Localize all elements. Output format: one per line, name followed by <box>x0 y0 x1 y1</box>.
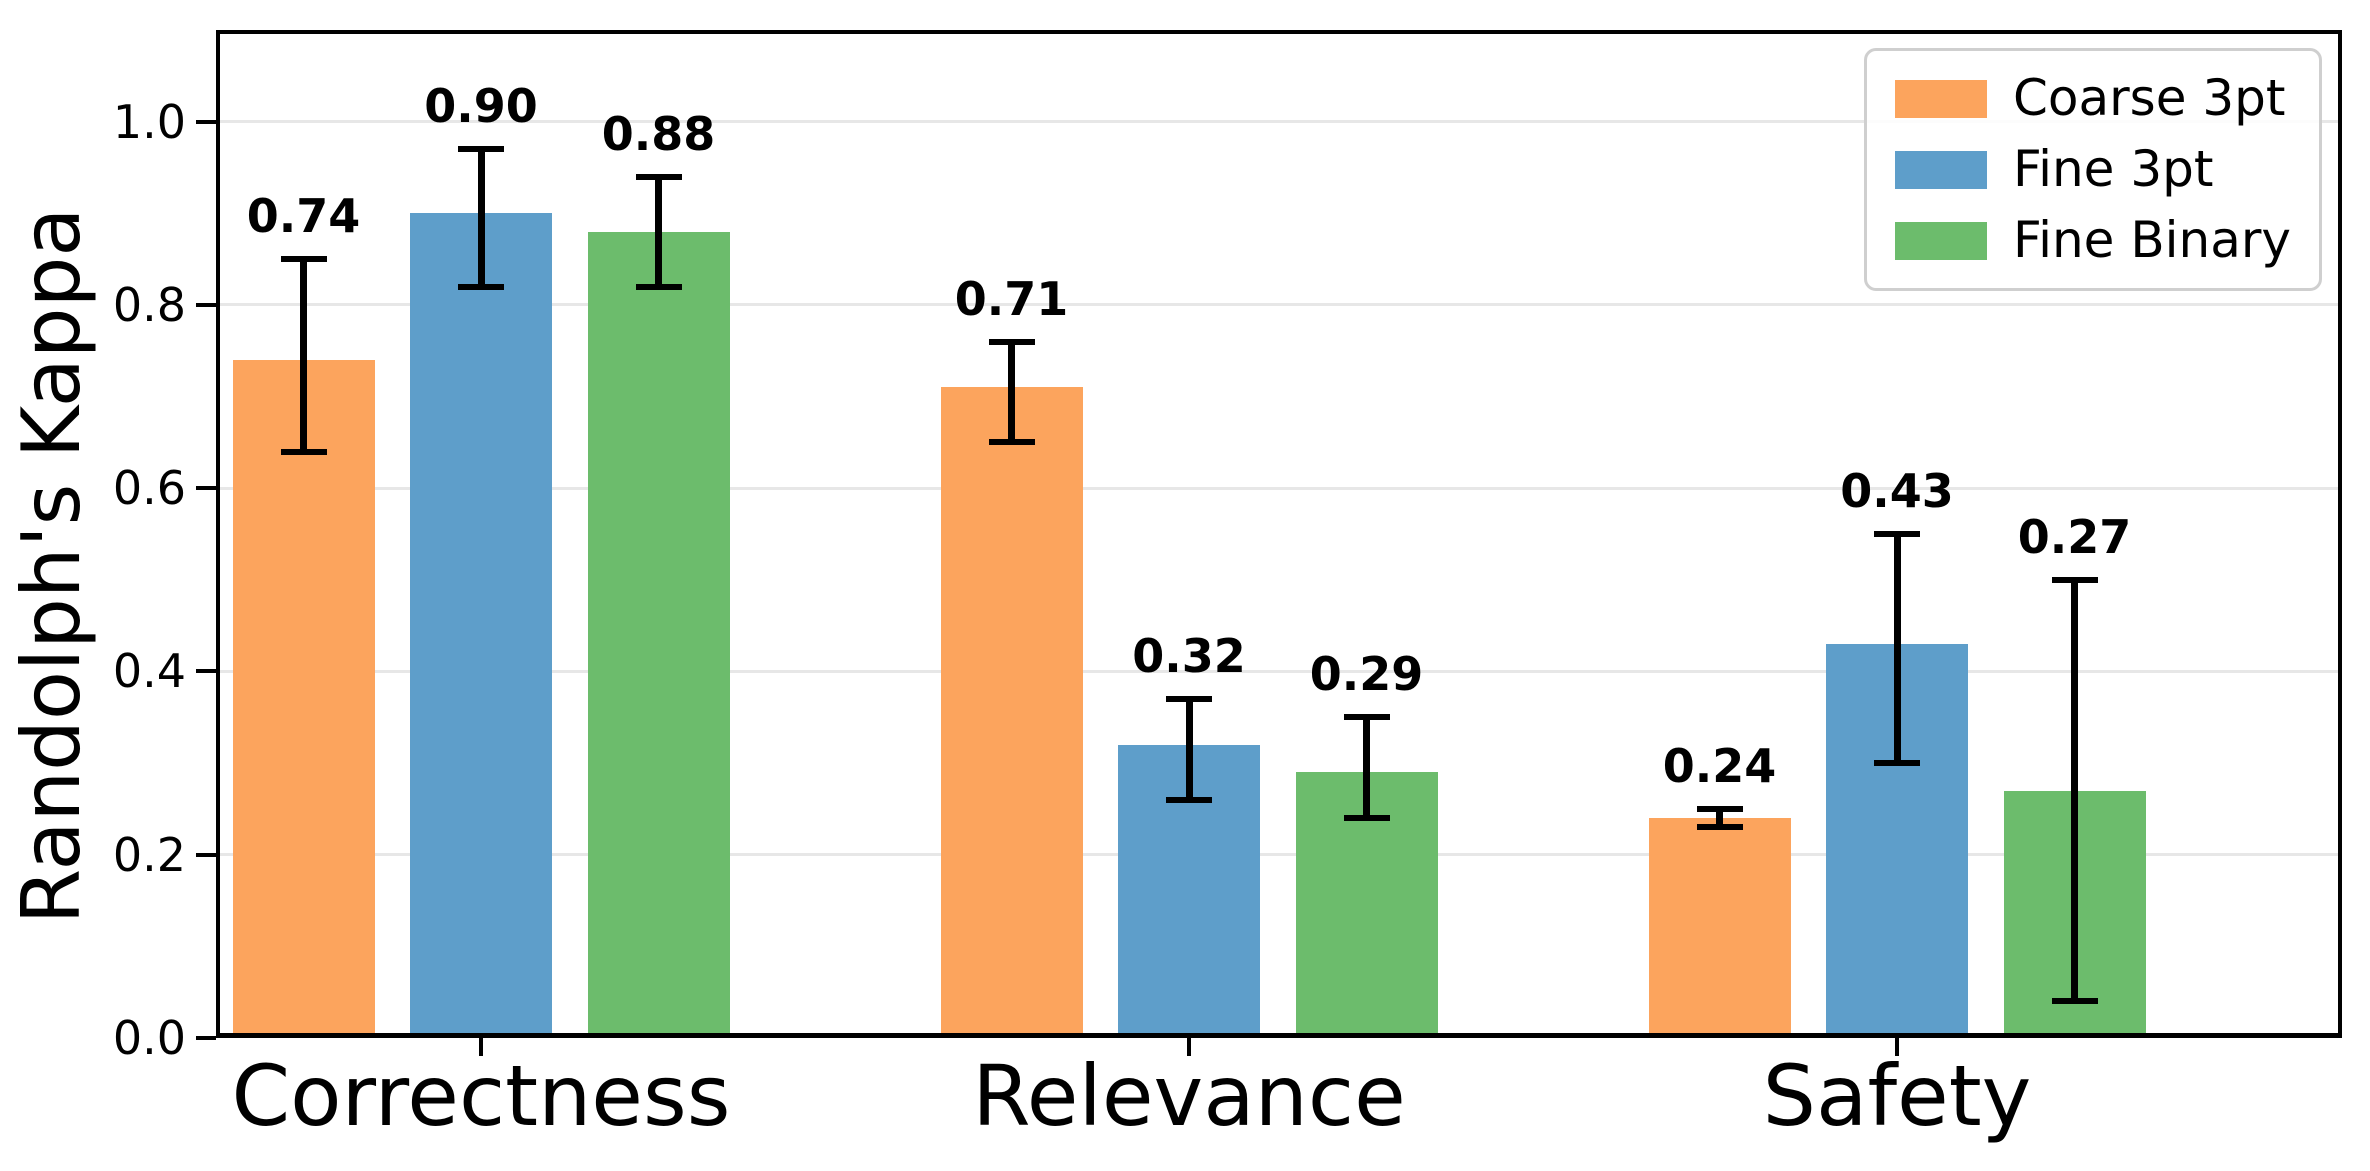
bar-value-label: 0.88 <box>601 106 716 161</box>
error-bar-cap-bottom <box>280 448 327 455</box>
bar-value-label: 0.27 <box>2017 509 2132 564</box>
legend-swatch-fine-binary <box>1894 221 1987 260</box>
error-bar-cap-top <box>1343 714 1390 721</box>
x-tick <box>479 1038 483 1056</box>
error-bar-line <box>1008 341 1015 443</box>
error-bar-cap-top <box>1874 531 1920 537</box>
y-tick <box>196 852 216 857</box>
legend-swatch-fine-3pt <box>1894 150 1987 189</box>
error-bar-cap-bottom <box>2051 998 2098 1005</box>
bar-value-label: 0.90 <box>424 79 538 134</box>
axis-spine-left <box>216 30 220 1038</box>
error-bar-cap-bottom <box>1874 760 1920 767</box>
y-tick-label: 0.0 <box>112 1011 186 1065</box>
error-bar-line <box>655 176 662 287</box>
error-bar-cap-bottom <box>635 283 682 290</box>
error-bar-line <box>1363 717 1370 819</box>
bar-value-label: 0.43 <box>1840 464 1954 518</box>
legend-swatch-coarse-3pt <box>1894 79 1987 118</box>
legend-label-coarse-3pt: Coarse 3pt <box>2012 69 2286 127</box>
y-tick <box>196 669 216 674</box>
y-tick-label: 0.2 <box>112 827 186 882</box>
y-tick <box>196 302 216 307</box>
error-bar-cap-top <box>988 338 1035 345</box>
error-bar-line <box>1893 534 1901 764</box>
x-category-label-correctness: Correctness <box>231 1047 731 1145</box>
error-bar-cap-top <box>1696 805 1743 812</box>
error-bar-cap-top <box>1166 695 1212 702</box>
legend-label-fine-binary: Fine Binary <box>2012 211 2291 269</box>
bar-fine-binary-correctness <box>587 231 730 1038</box>
y-tick-label: 0.6 <box>112 461 186 516</box>
y-tick <box>196 486 216 491</box>
error-bar-cap-bottom <box>458 283 504 290</box>
error-bar-cap-top <box>635 173 682 180</box>
y-tick <box>196 119 216 124</box>
bar-value-label: 0.24 <box>1662 738 1777 793</box>
y-tick-label: 1.0 <box>112 94 186 149</box>
gridline <box>216 120 2342 124</box>
legend: Coarse 3pt Fine 3pt Fine Binary <box>1863 48 2322 291</box>
error-bar-cap-bottom <box>1343 815 1390 822</box>
gridline <box>216 853 2342 857</box>
error-bar-line <box>300 259 307 452</box>
bar-value-label: 0.32 <box>1132 628 1246 683</box>
gridline <box>216 486 2342 490</box>
y-tick-label: 0.4 <box>112 644 186 699</box>
axis-spine-bottom <box>216 1033 2342 1038</box>
bar-coarse-3pt-relevance <box>940 387 1083 1038</box>
legend-row: Coarse 3pt <box>1894 69 2291 127</box>
plot-area: 0.74 0.71 0.24 0.90 0.32 0.43 0.88 0.29 0.27 Coa… <box>216 30 2342 1038</box>
error-bar-line <box>1185 698 1193 800</box>
y-tick <box>196 1036 216 1040</box>
legend-label-fine-3pt: Fine 3pt <box>2012 140 2214 198</box>
error-bar-line <box>2071 579 2078 1002</box>
error-bar-line <box>477 149 485 287</box>
legend-row: Fine 3pt <box>1894 140 2291 198</box>
bar-value-label: 0.71 <box>954 271 1069 326</box>
error-bar-cap-top <box>458 146 504 153</box>
bar-coarse-3pt-safety <box>1648 818 1791 1038</box>
error-bar-cap-top <box>2051 576 2098 583</box>
x-category-label-relevance: Relevance <box>972 1047 1406 1145</box>
error-bar-cap-top <box>280 256 327 263</box>
y-tick-label: 0.8 <box>112 277 186 332</box>
error-bar-cap-bottom <box>1696 824 1743 831</box>
x-category-label-safety: Safety <box>1762 1047 2032 1145</box>
error-bar-cap-bottom <box>988 439 1035 446</box>
axis-spine-right <box>2338 30 2342 1038</box>
x-tick <box>1187 1038 1191 1056</box>
error-bar-line <box>1716 808 1723 828</box>
bar-value-label: 0.29 <box>1309 647 1424 702</box>
legend-row: Fine Binary <box>1894 211 2291 269</box>
bar-fine-3pt-correctness <box>410 213 552 1038</box>
x-tick <box>1895 1038 1899 1056</box>
bar-value-label: 0.74 <box>246 189 361 244</box>
error-bar-cap-bottom <box>1166 796 1212 803</box>
bar-coarse-3pt-correctness <box>232 359 375 1038</box>
gridline <box>216 669 2342 673</box>
axis-spine-top <box>216 30 2342 34</box>
gridline <box>216 303 2342 307</box>
